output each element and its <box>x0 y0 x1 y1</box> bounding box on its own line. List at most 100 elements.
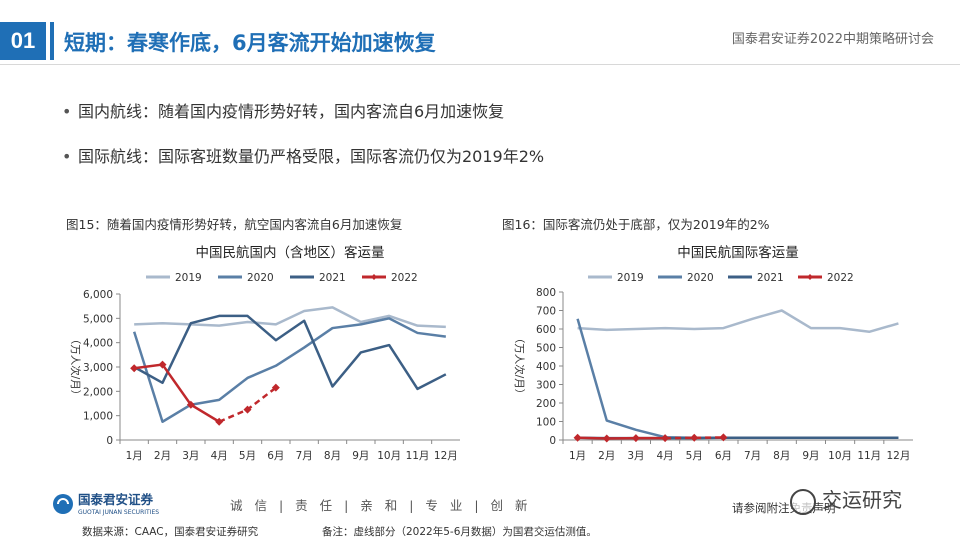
figure-16-caption: 图16：国际客流仍处于底部，仅为2019年的2% <box>502 217 770 232</box>
company-slogan: 诚 信 | 责 任 | 亲 和 | 专 业 | 创 新 <box>230 498 532 513</box>
x-tick-label: 1月 <box>569 450 586 462</box>
legend-marker-icon <box>807 274 813 280</box>
series-line-2019 <box>134 306 446 329</box>
section-number: 01 <box>0 22 46 60</box>
company-name-en: GUOTAI JUNAN SECURITIES <box>78 509 159 516</box>
logo-mark-icon <box>53 494 73 514</box>
x-tick-label: 2月 <box>598 450 615 462</box>
x-tick-label: 8月 <box>324 450 341 462</box>
y-tick-label: 2,000 <box>83 386 113 398</box>
y-axis-label: （万人次/月） <box>69 334 82 401</box>
series-line-2019 <box>577 309 899 334</box>
bullet-dot-icon: • <box>62 102 72 121</box>
watermark-text: 交运研究 <box>822 488 902 512</box>
legend-label-2022: 2022 <box>827 272 854 284</box>
x-tick-label: 12月 <box>434 450 458 462</box>
legend-label-2019: 2019 <box>617 272 644 284</box>
y-axis-label: （万人次/月） <box>513 333 526 400</box>
chart-remark: 备注：虚线部分（2022年5-6月数据）为国君交运估测值。 <box>322 526 597 538</box>
x-tick-label: 2月 <box>154 450 171 462</box>
x-tick-label: 6月 <box>715 450 732 462</box>
y-tick-label: 100 <box>536 417 556 429</box>
figure-15-caption: 图15：随着国内疫情形势好转，航空国内客流自6月加速恢复 <box>66 217 403 232</box>
x-tick-label: 7月 <box>744 450 761 462</box>
x-tick-label: 10月 <box>377 450 401 462</box>
header-rule <box>0 64 960 65</box>
data-point-2022 <box>631 434 640 443</box>
y-tick-label: 1,000 <box>83 411 113 423</box>
x-tick-label: 3月 <box>182 450 199 462</box>
y-tick-label: 3,000 <box>83 362 113 374</box>
bullet-dot-icon: • <box>62 147 72 166</box>
data-point-2022 <box>215 417 224 426</box>
legend-label-2019: 2019 <box>175 272 202 284</box>
y-tick-label: 200 <box>536 398 556 410</box>
legend-label-2021: 2021 <box>319 272 346 284</box>
series-line-2020 <box>576 318 899 440</box>
x-tick-label: 5月 <box>239 450 256 462</box>
domestic-chart: 中国民航国内（含地区）客运量 2019 2020 2021 2022 0 1,000 2,00… <box>62 232 462 472</box>
data-point-2022 <box>719 433 728 442</box>
data-point-2022 <box>243 405 252 414</box>
data-point-2022 <box>130 364 139 373</box>
international-chart: 中国民航国际客运量 2019 2020 2021 2022 0 100 200 300 400 50… <box>500 232 920 472</box>
y-tick-label: 600 <box>536 324 556 336</box>
x-tick-label: 8月 <box>773 450 790 462</box>
company-logo: 国泰君安证券 GUOTAI JUNAN SECURITIES <box>52 492 202 516</box>
x-tick-label: 9月 <box>352 450 369 462</box>
data-point-2022 <box>573 433 582 442</box>
x-tick-label: 11月 <box>857 450 881 462</box>
y-tick-label: 300 <box>536 380 556 392</box>
conference-name: 国泰君安证券2022中期策略研讨会 <box>731 32 934 47</box>
international-chart-svg: 中国民航国际客运量 2019 2020 2021 2022 0 100 200 300 400 50… <box>513 244 913 462</box>
domestic-chart-svg: 中国民航国内（含地区）客运量 2019 2020 2021 2022 0 1,000 2,00… <box>69 244 460 462</box>
x-tick-label: 10月 <box>828 450 852 462</box>
y-tick-label: 0 <box>549 435 556 447</box>
data-point-2022 <box>661 434 670 443</box>
y-tick-label: 800 <box>536 287 556 299</box>
series-line-2022-actual <box>577 436 666 440</box>
series-line-2021 <box>133 314 447 391</box>
legend-label-2021: 2021 <box>757 272 784 284</box>
wechat-icon <box>790 488 816 515</box>
x-tick-label: 12月 <box>886 450 910 462</box>
page-title: 短期：春寒作底，6月客流开始加速恢复 <box>64 31 436 55</box>
data-point-2022 <box>158 360 167 369</box>
x-tick-label: 6月 <box>267 450 284 462</box>
section-divider <box>50 22 54 60</box>
chart-title: 中国民航国际客运量 <box>677 244 799 261</box>
y-tick-label: 700 <box>536 306 556 318</box>
data-point-2022 <box>186 400 195 409</box>
x-tick-label: 3月 <box>627 450 644 462</box>
bullet-domestic: • 国内航线：随着国内疫情形势好转，国内客流自6月加速恢复 <box>62 98 504 122</box>
data-point-2022 <box>602 434 611 443</box>
bullet-text: 国际航线：国际客班数量仍严格受限，国际客流仍仅为2019年2% <box>78 147 545 166</box>
x-tick-label: 9月 <box>802 450 819 462</box>
series-line-2022-actual <box>134 363 220 423</box>
bullet-international: • 国际航线：国际客班数量仍严格受限，国际客流仍仅为2019年2% <box>62 143 544 167</box>
x-tick-label: 5月 <box>686 450 703 462</box>
data-point-2022 <box>271 383 280 392</box>
y-tick-label: 6,000 <box>83 289 113 301</box>
chart-title: 中国民航国内（含地区）客运量 <box>196 244 385 261</box>
x-tick-label: 4月 <box>211 450 228 462</box>
legend-marker-icon <box>371 274 377 280</box>
watermark: 交运研究 <box>790 484 902 515</box>
company-name: 国泰君安证券 <box>78 492 154 507</box>
legend-label-2020: 2020 <box>247 272 274 284</box>
y-tick-label: 500 <box>536 343 556 355</box>
x-tick-label: 11月 <box>406 450 430 462</box>
y-tick-label: 0 <box>106 435 113 447</box>
x-tick-label: 4月 <box>656 450 673 462</box>
legend-label-2020: 2020 <box>687 272 714 284</box>
y-tick-label: 4,000 <box>83 338 113 350</box>
data-point-2022 <box>690 433 699 442</box>
x-tick-label: 7月 <box>296 450 313 462</box>
legend-label-2022: 2022 <box>391 272 418 284</box>
series-line-2020 <box>132 317 446 423</box>
bullet-text: 国内航线：随着国内疫情形势好转，国内客流自6月加速恢复 <box>78 102 505 121</box>
x-tick-label: 1月 <box>126 450 143 462</box>
data-source: 数据来源：CAAC，国泰君安证券研究 <box>82 526 259 538</box>
y-tick-label: 400 <box>536 361 556 373</box>
y-tick-label: 5,000 <box>83 313 113 325</box>
